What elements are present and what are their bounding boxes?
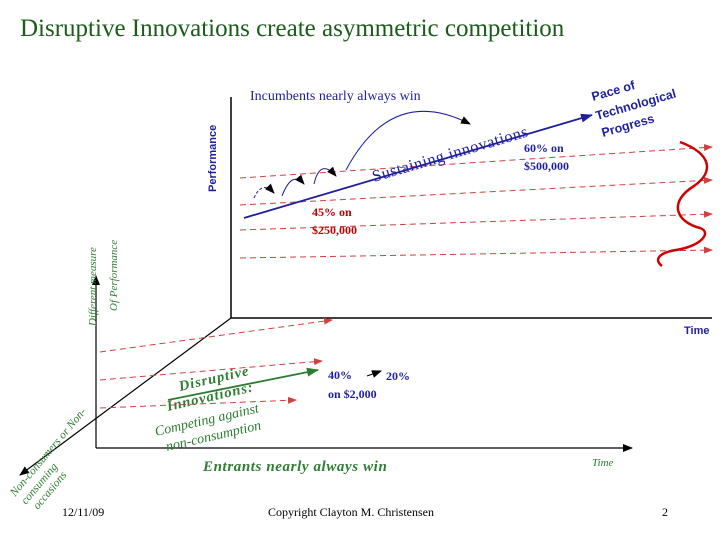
entrants-label: Entrants nearly always win bbox=[202, 459, 387, 475]
hop-arrow-1 bbox=[253, 183, 275, 199]
page-number: 2 bbox=[662, 505, 668, 519]
diff-measure-line2: Of Performance bbox=[108, 240, 120, 311]
upper-trajectory-2 bbox=[239, 176, 713, 206]
point-60-line2: $500,000 bbox=[524, 159, 569, 173]
footer-date: 12/11/09 bbox=[62, 505, 104, 519]
upper-x-axis-label: Time bbox=[684, 325, 709, 337]
point-price: on $2,000 bbox=[328, 387, 377, 401]
customer-need-wave bbox=[656, 140, 709, 267]
point-60-line1: 60% on bbox=[524, 141, 564, 155]
lower-trajectory-1 bbox=[99, 317, 333, 353]
upper-trajectory-3 bbox=[239, 210, 713, 231]
upper-trajectory-1 bbox=[239, 144, 713, 179]
point-40-to-20-arrow bbox=[366, 370, 382, 378]
point-20: 20% bbox=[386, 369, 410, 383]
lower-trajectory-3 bbox=[99, 396, 297, 409]
upper-trajectory-4 bbox=[239, 246, 713, 259]
incumbents-label: Incumbents nearly always win bbox=[250, 89, 421, 104]
lower-trajectory-2 bbox=[99, 358, 323, 381]
sustaining-line bbox=[243, 113, 593, 219]
sustaining-label: Sustaining innovations bbox=[370, 122, 531, 186]
depth-axis bbox=[19, 317, 232, 476]
hop-arrow-4 bbox=[345, 110, 471, 171]
upper-y-axis-label: Performance bbox=[207, 125, 219, 192]
hop-arrow-2 bbox=[281, 174, 305, 197]
point-45-line2: $250,000 bbox=[312, 223, 357, 237]
hop-arrow-3 bbox=[313, 166, 337, 185]
footer-copyright: Copyright Clayton M. Christensen bbox=[268, 505, 434, 519]
diff-measure-line1: Different measure bbox=[87, 247, 99, 327]
slide-title: Disruptive Innovations create asymmetric… bbox=[20, 15, 565, 42]
lower-time-label: Time bbox=[592, 457, 614, 469]
disruptive-line bbox=[167, 367, 319, 401]
point-45-line1: 45% on bbox=[312, 205, 352, 219]
point-40: 40% bbox=[328, 368, 352, 382]
